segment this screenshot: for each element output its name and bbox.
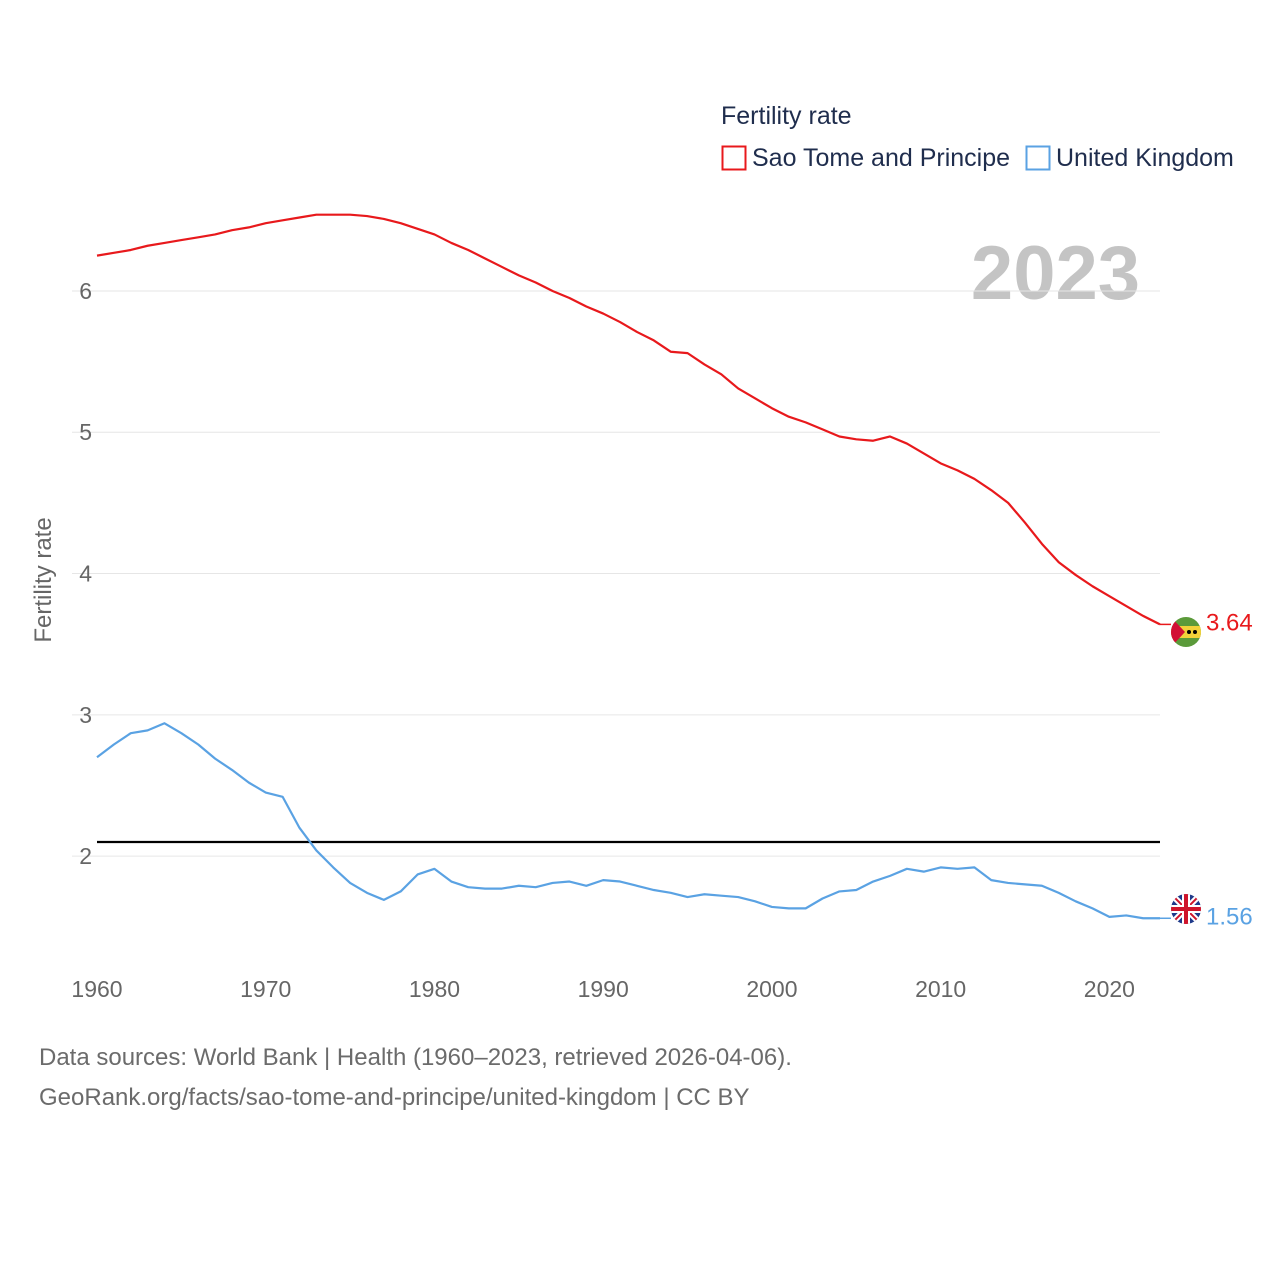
series-line-united-kingdom[interactable]: [96, 722, 1160, 920]
grid-layer: 2 3 4 5 6 1960 1970 1980 1990 2000 2010 2020: [71, 278, 1160, 1002]
y-tick-label: 6: [79, 278, 92, 304]
y-tick-label: 3: [79, 702, 92, 728]
x-tick-label: 1960: [71, 976, 122, 1002]
legend: Fertility rate Sao Tome and Principe Uni…: [721, 102, 1234, 172]
legend-label-sao-tome[interactable]: Sao Tome and Principe: [752, 144, 1010, 172]
x-tick-label: 2000: [746, 976, 797, 1002]
legend-swatch-united-kingdom[interactable]: [1025, 145, 1051, 171]
y-tick-label: 2: [79, 843, 92, 869]
y-tick-label: 5: [79, 419, 92, 445]
end-value-label-united-kingdom: 1.56: [1206, 903, 1253, 930]
x-tick-label: 1970: [240, 976, 291, 1002]
x-tick-label: 1990: [578, 976, 629, 1002]
footer-attribution: GeoRank.org/facts/sao-tome-and-principe/…: [39, 1084, 750, 1111]
series-layer: [96, 213, 1161, 920]
sao-tome-flag-icon: [1171, 617, 1201, 647]
end-label-layer: 3.64 1.56: [1160, 609, 1253, 930]
x-tick-label: 2020: [1084, 976, 1135, 1002]
legend-label-united-kingdom[interactable]: United Kingdom: [1056, 144, 1234, 172]
year-label: 2023: [971, 231, 1140, 316]
legend-swatch-sao-tome[interactable]: [721, 145, 747, 171]
end-value-label-sao-tome-and-principe: 3.64: [1206, 609, 1253, 636]
footer-source: Data sources: World Bank | Health (1960–…: [39, 1044, 792, 1071]
united-kingdom-flag-icon: [1171, 894, 1201, 924]
legend-title: Fertility rate: [721, 102, 852, 130]
y-axis-title: Fertility rate: [30, 517, 57, 642]
x-tick-label: 1980: [409, 976, 460, 1002]
y-tick-label: 4: [79, 561, 92, 587]
series-line-sao-tome-and-principe[interactable]: [96, 213, 1161, 626]
x-tick-label: 2010: [915, 976, 966, 1002]
